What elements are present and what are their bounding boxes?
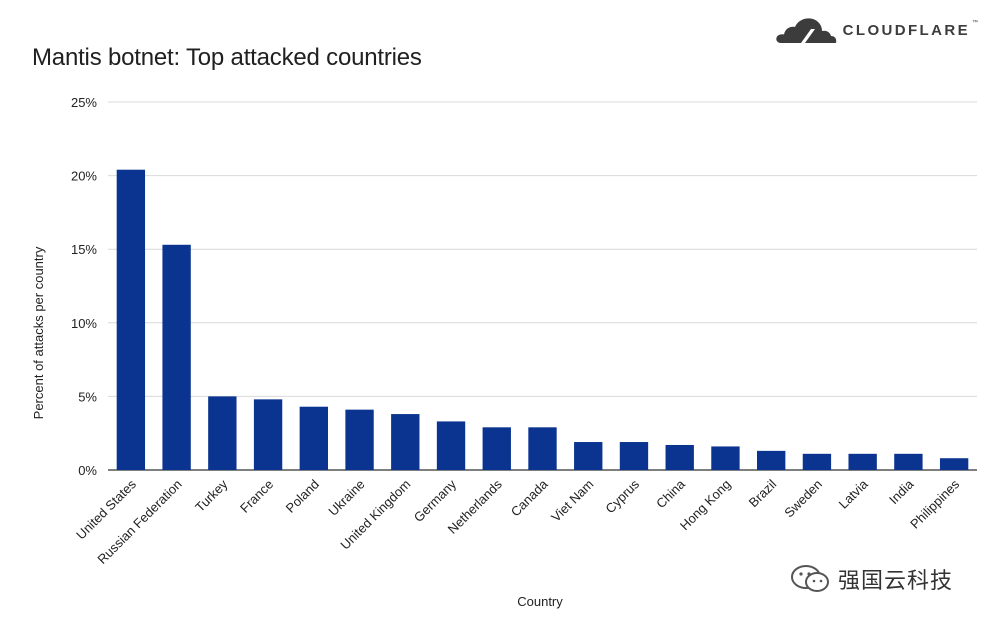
bar — [711, 446, 740, 470]
x-tick-label: Cyprus — [602, 476, 642, 516]
x-tick-label: Russian Federation — [94, 477, 184, 567]
y-tick-label: 15% — [71, 242, 97, 257]
bar — [528, 427, 557, 470]
x-axis-label: Country — [517, 594, 563, 609]
x-tick-label: France — [237, 477, 276, 516]
y-tick-label: 25% — [71, 95, 97, 110]
bar — [574, 442, 603, 470]
logo-trademark: ™ — [972, 20, 978, 26]
x-tick-label: Brazil — [746, 476, 780, 510]
x-tick-label: China — [653, 476, 688, 511]
bar — [665, 444, 694, 470]
bar — [253, 399, 283, 470]
bar — [345, 409, 374, 470]
x-tick-label: Ukraine — [325, 477, 367, 519]
bar — [939, 458, 969, 470]
cloud-icon — [775, 18, 836, 43]
wechat-icon — [791, 565, 829, 592]
x-tick-label: India — [886, 476, 917, 507]
bar — [757, 450, 786, 470]
x-tick-label: Turkey — [192, 476, 231, 515]
bar — [848, 453, 877, 470]
bars — [116, 169, 969, 470]
y-tick-label: 0% — [78, 463, 97, 478]
x-tick-label: Philippines — [907, 476, 962, 531]
watermark-text: 强国云科技 — [838, 569, 954, 594]
y-tick-label: 5% — [78, 389, 97, 404]
watermark: 强国云科技 — [790, 563, 953, 595]
y-tick-label: 10% — [71, 316, 97, 331]
x-tick-label: Canada — [508, 476, 551, 519]
bar — [802, 453, 832, 470]
y-tick-labels: 0% 5% 10% 15% 20% 25% — [71, 95, 97, 478]
cloudflare-logo: CLOUDFLARE ™ — [775, 16, 982, 44]
grid-lines — [108, 101, 977, 471]
bar — [162, 244, 191, 470]
bar — [391, 414, 420, 470]
x-tick-label: Viet Nam — [548, 477, 596, 525]
bar — [894, 453, 923, 470]
y-tick-label: 20% — [71, 169, 97, 184]
x-tick-label: Sweden — [781, 477, 825, 521]
y-axis-label: Percent of attacks per country — [31, 246, 46, 419]
x-tick-label: Latvia — [836, 476, 872, 512]
chart-title: Mantis botnet: Top attacked countries — [32, 44, 422, 71]
bar — [208, 396, 237, 470]
bar — [482, 427, 511, 470]
bar — [619, 442, 649, 470]
bar — [116, 169, 146, 470]
logo-text: CLOUDFLARE — [842, 21, 970, 39]
x-tick-label: Poland — [283, 477, 322, 516]
bar — [436, 421, 466, 470]
bar — [299, 406, 328, 470]
